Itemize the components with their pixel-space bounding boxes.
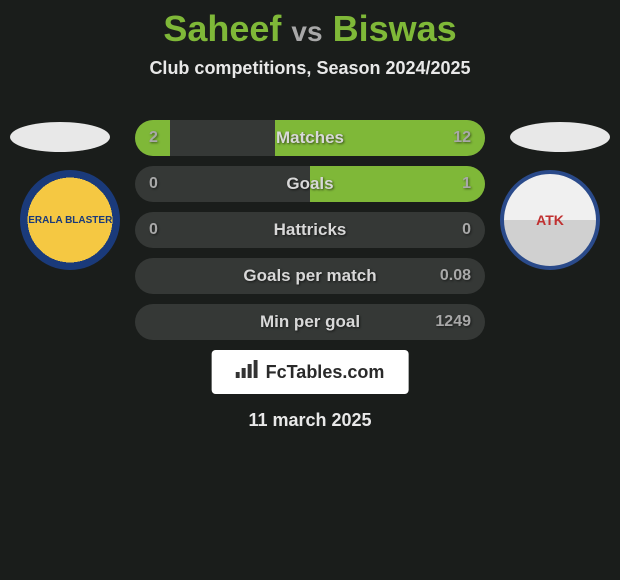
stat-label: Goals per match	[243, 266, 376, 286]
club-right-logo: ATK	[500, 170, 600, 270]
bar-chart-icon	[236, 360, 258, 384]
club-left-logo: KERALA BLASTERS	[20, 170, 120, 270]
stat-label: Matches	[276, 128, 344, 148]
stat-bar-goals-per-match: Goals per match 0.08	[135, 258, 485, 294]
stat-left-value: 0	[149, 175, 158, 193]
date-text: 11 march 2025	[248, 410, 371, 431]
brand-box[interactable]: FcTables.com	[212, 350, 409, 394]
stats-container: 2 Matches 12 0 Goals 1 0 Hattricks 0 Goa…	[135, 120, 485, 350]
club-left-label: KERALA BLASTERS	[21, 215, 119, 226]
club-right-label: ATK	[536, 212, 564, 228]
comparison-title: Saheef vs Biswas	[0, 0, 620, 50]
stat-fill-right	[310, 166, 485, 202]
stat-right-value: 1249	[435, 313, 471, 331]
vs-text: vs	[291, 16, 322, 47]
stat-bar-matches: 2 Matches 12	[135, 120, 485, 156]
player1-avatar	[10, 122, 110, 152]
stat-right-value: 12	[453, 129, 471, 147]
stat-left-value: 2	[149, 129, 158, 147]
stat-bar-goals: 0 Goals 1	[135, 166, 485, 202]
stat-label: Min per goal	[260, 312, 360, 332]
stat-right-value: 1	[462, 175, 471, 193]
stat-right-value: 0.08	[440, 267, 471, 285]
subtitle-text: Club competitions, Season 2024/2025	[0, 58, 620, 79]
stat-bar-hattricks: 0 Hattricks 0	[135, 212, 485, 248]
stat-right-value: 0	[462, 221, 471, 239]
player1-name: Saheef	[163, 8, 281, 49]
stat-left-value: 0	[149, 221, 158, 239]
player2-avatar	[510, 122, 610, 152]
stat-bar-min-per-goal: Min per goal 1249	[135, 304, 485, 340]
player2-name: Biswas	[333, 8, 457, 49]
brand-text: FcTables.com	[266, 362, 385, 383]
stat-label: Goals	[286, 174, 333, 194]
stat-label: Hattricks	[274, 220, 347, 240]
